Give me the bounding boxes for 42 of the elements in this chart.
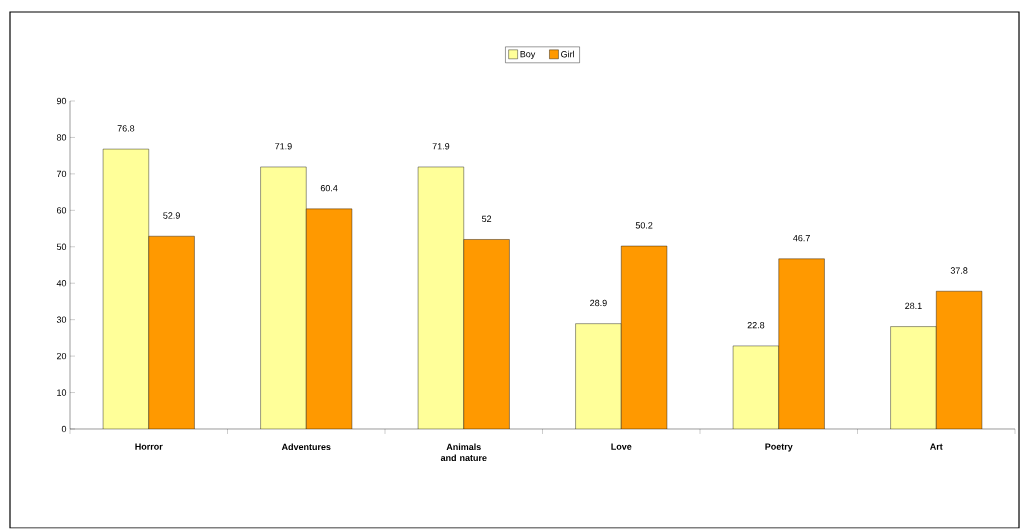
- data-label: 76.8: [117, 125, 135, 132]
- x-tick-label: Animals and nature: [440, 443, 487, 462]
- bar: [890, 326, 937, 430]
- data-label: 60.4: [320, 185, 338, 192]
- data-label: 52: [481, 215, 492, 223]
- bar: [733, 346, 779, 430]
- y-tick-label: 50: [56, 243, 67, 251]
- data-label: 50.2: [635, 222, 653, 229]
- x-tick-label: Horror: [135, 443, 163, 450]
- bar: [778, 259, 825, 430]
- legend-label: Boy: [520, 51, 536, 60]
- bar: [621, 246, 667, 430]
- data-label: 71.9: [432, 143, 450, 150]
- x-tick-label: Poetry: [765, 443, 793, 452]
- x-tick-label: Adventures: [281, 443, 331, 451]
- data-label: 28.1: [905, 302, 922, 310]
- data-label: 22.8: [747, 322, 765, 329]
- data-label: 46.7: [793, 235, 810, 242]
- bar: [103, 149, 149, 430]
- bar: [260, 167, 307, 430]
- data-label: 37.8: [950, 267, 968, 274]
- data-label: 28.9: [590, 300, 607, 307]
- x-tick-label: Art: [930, 443, 943, 450]
- bar: [148, 236, 195, 430]
- bar: [418, 167, 464, 430]
- bar: [463, 239, 510, 430]
- bar: [575, 323, 622, 430]
- bar: [306, 209, 352, 430]
- x-tick-label: Love: [611, 443, 632, 450]
- y-tick-label: 70: [56, 170, 67, 178]
- y-tick-label: 20: [56, 353, 67, 360]
- y-tick-label: 10: [57, 389, 67, 396]
- y-tick-label: 40: [56, 280, 67, 287]
- y-tick-label: 30: [56, 316, 67, 324]
- y-tick-label: 0: [61, 426, 67, 433]
- data-label: 71.9: [275, 143, 292, 150]
- y-tick-label: 60: [56, 207, 67, 214]
- bar: [936, 291, 983, 430]
- legend-label: Girl: [561, 51, 574, 58]
- y-tick-label: 90: [56, 98, 67, 105]
- y-tick-label: 80: [56, 134, 67, 141]
- data-label: 52.9: [163, 212, 180, 219]
